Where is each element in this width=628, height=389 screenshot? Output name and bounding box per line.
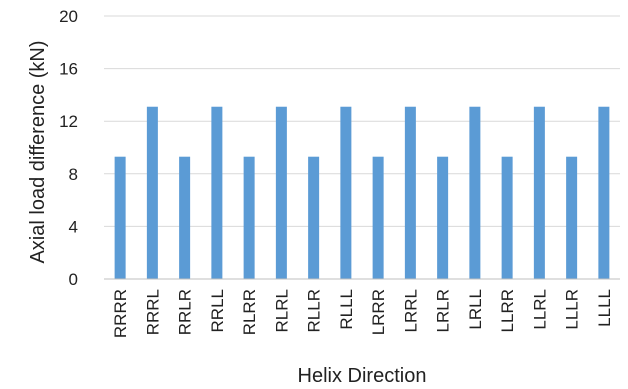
x-tick-label: RRLR	[176, 289, 195, 335]
bar-lrlr	[437, 156, 449, 279]
x-tick-label: LRLL	[466, 289, 485, 330]
bar-lrll	[469, 106, 481, 279]
bar-rllr	[308, 156, 320, 279]
y-tick-label: 0	[69, 270, 78, 289]
y-tick-label: 20	[59, 7, 78, 26]
bar-rrrr	[114, 156, 126, 279]
bar-lllr	[566, 156, 578, 279]
bar-llrr	[501, 156, 513, 279]
x-tick-label: RRRL	[143, 289, 162, 335]
y-tick-label: 16	[59, 60, 78, 79]
x-tick-label: RLLL	[337, 289, 356, 330]
bar-rrlr	[179, 156, 191, 279]
bar-rlll	[340, 106, 352, 279]
bar-lrrl	[404, 106, 416, 279]
y-axis-title: Axial load difference (kN)	[27, 40, 49, 263]
bar-llrl	[533, 106, 545, 279]
y-tick-label: 12	[59, 112, 78, 131]
bar-lrrr	[372, 156, 384, 279]
y-tick-label: 4	[69, 217, 78, 236]
bar-llll	[598, 106, 610, 279]
bar-rrll	[211, 106, 223, 279]
x-tick-label: LRRR	[369, 289, 388, 335]
y-tick-labels: 0 4 8 12 16 20	[59, 7, 78, 289]
x-tick-label: RRLL	[208, 289, 227, 332]
y-tick-label: 8	[69, 165, 78, 184]
x-tick-label: LLRR	[498, 289, 517, 332]
x-tick-label: RLRL	[272, 289, 291, 332]
x-tick-label: LRRL	[401, 289, 420, 332]
x-tick-label: LRLR	[434, 289, 453, 332]
x-tick-label: RLRR	[240, 289, 259, 335]
bar-rlrr	[243, 156, 255, 279]
x-tick-label: RLLR	[305, 289, 324, 332]
x-axis-title: Helix Direction	[298, 365, 427, 387]
x-tick-label: LLRL	[530, 289, 549, 330]
bars	[114, 106, 610, 279]
bar-rrrl	[146, 106, 158, 279]
x-tick-label: LLLL	[595, 289, 614, 327]
bar-rlrl	[275, 106, 287, 279]
x-tick-label: LLLR	[563, 289, 582, 330]
x-tick-labels: RRRR RRRL RRLR RRLL RLRR RLRL RLLR RLLL LRRR LRRL…	[111, 289, 614, 338]
x-tick-label: RRRR	[111, 289, 130, 338]
